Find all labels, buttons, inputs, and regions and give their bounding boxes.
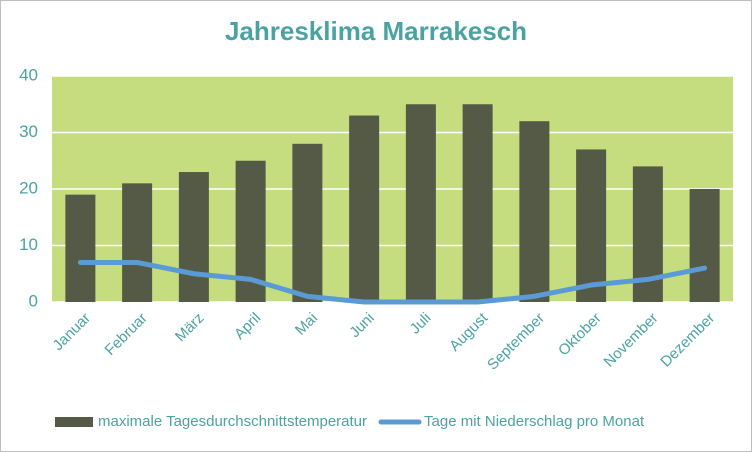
y-tick-label: 0 <box>29 291 38 310</box>
bar <box>349 115 380 302</box>
bar <box>519 121 550 302</box>
bar <box>462 104 493 302</box>
bar <box>292 143 323 302</box>
y-tick-label: 30 <box>19 122 38 141</box>
bar <box>405 104 436 302</box>
line <box>77 259 708 305</box>
legend-label: maximale Tagesdurchschnittstemperatur <box>98 413 367 430</box>
bar <box>178 172 209 302</box>
legend-swatch <box>55 417 93 427</box>
bar <box>122 183 153 302</box>
legend-label: Tage mit Niederschlag pro Monat <box>424 413 645 430</box>
bar <box>689 189 720 302</box>
y-tick-label: 20 <box>19 178 38 197</box>
y-tick-label: 40 <box>19 65 38 84</box>
y-tick-label: 10 <box>19 235 38 254</box>
bar <box>65 194 96 302</box>
bar <box>576 149 607 302</box>
chart-title: Jahresklima Marrakesch <box>225 16 527 46</box>
